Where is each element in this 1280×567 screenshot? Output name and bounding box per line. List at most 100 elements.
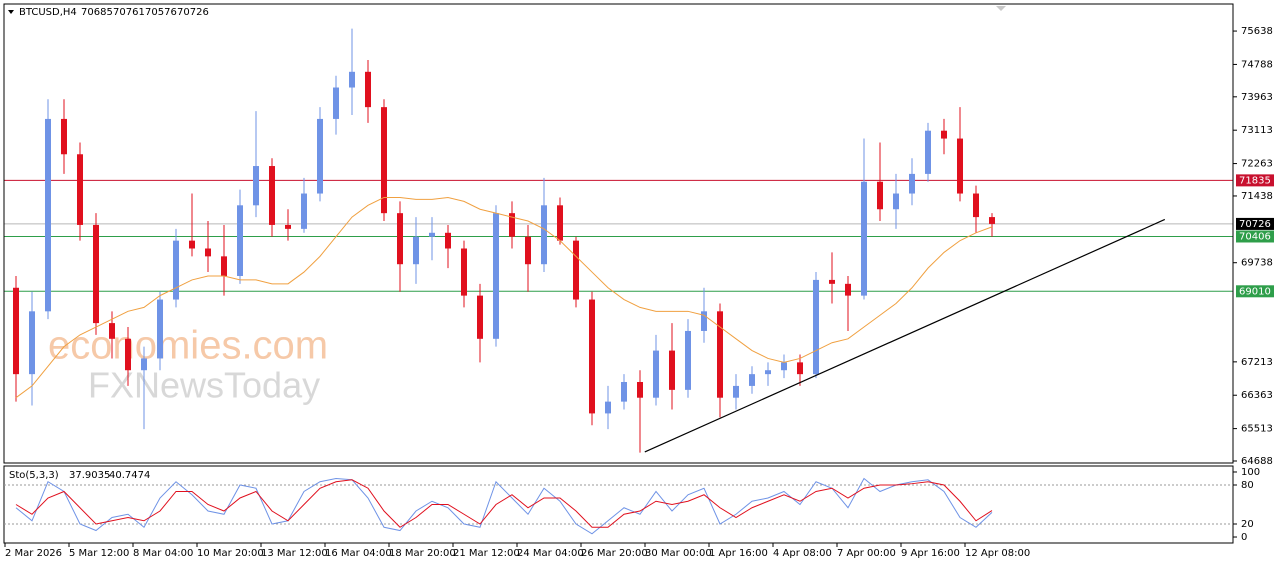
x-tick-label: 21 Mar 12:00 (453, 548, 520, 559)
y-tick-label: 74788 (1241, 59, 1273, 70)
candle-body (685, 330, 691, 390)
candle-body (13, 287, 19, 375)
candle-body (653, 350, 659, 398)
candle-body (541, 205, 547, 265)
indicator-value: 40.7474 (109, 470, 150, 481)
y-tick-label: 69738 (1241, 258, 1273, 269)
indicator-value: 37.9035 (69, 470, 110, 481)
candle-body (253, 166, 259, 206)
candle-body (941, 130, 947, 139)
level-line-label: 69010 (1239, 286, 1271, 297)
candle-body (237, 205, 243, 276)
candle-body (557, 205, 563, 241)
candle-body (573, 240, 579, 300)
main-panel-border (3, 3, 1234, 464)
candle-body (445, 232, 451, 249)
y-tick-label: 75638 (1241, 26, 1273, 37)
y-tick-label: 20 (1241, 519, 1254, 530)
candle-body (173, 240, 179, 300)
stoch-panel-border (3, 465, 1234, 544)
candle-body (365, 71, 371, 108)
x-tick-label: 12 Apr 08:00 (965, 548, 1030, 559)
level-line-box (1236, 230, 1274, 243)
watermark: FXNewsToday (88, 365, 320, 406)
candle-body (397, 213, 403, 265)
x-tick-label: 1 Apr 16:00 (709, 548, 768, 559)
candle-body (381, 107, 387, 214)
x-tick-label: 5 Mar 12:00 (69, 548, 129, 559)
header-value: 70761 (113, 7, 145, 18)
candle-body (109, 323, 115, 339)
candle-body (589, 299, 595, 414)
level-line-box (1236, 285, 1274, 298)
candle-body (717, 311, 723, 398)
x-tick-label: 13 Mar 12:00 (261, 548, 328, 559)
candle-body (909, 173, 915, 194)
scroll-marker (996, 6, 1006, 11)
indicator-name: Sto(5,3,3) (9, 470, 59, 481)
y-tick-label: 64688 (1241, 456, 1273, 467)
x-tick-label: 8 Mar 04:00 (133, 548, 193, 559)
candle-body (77, 154, 83, 225)
candle-body (221, 256, 227, 276)
header-value: 70576 (145, 7, 177, 18)
candle-body (733, 385, 739, 398)
candle-body (973, 193, 979, 218)
candle-body (957, 138, 963, 194)
candle-body (317, 118, 323, 194)
y-tick-label: 0 (1241, 532, 1247, 543)
candle-body (205, 248, 211, 257)
candle-body (701, 311, 707, 331)
candle-body (61, 118, 67, 155)
trendline (644, 218, 1166, 453)
symbol: BTCUSD,H4 (19, 7, 77, 18)
level-line-label: 71835 (1239, 175, 1271, 186)
x-tick-label: 9 Apr 16:00 (901, 548, 960, 559)
candle-body (621, 381, 627, 402)
stoch-k (15, 477, 993, 535)
candle-body (797, 362, 803, 375)
candle-body (989, 217, 995, 224)
moving-average (15, 196, 993, 399)
candle-body (925, 130, 931, 174)
candle-body (269, 166, 275, 225)
y-tick-label: 71438 (1241, 191, 1273, 202)
x-tick-label: 26 Mar 20:00 (581, 548, 648, 559)
candle-body (509, 213, 515, 237)
header-value: 70685 (81, 7, 113, 18)
candle-body (141, 358, 147, 371)
x-tick-label: 7 Apr 00:00 (837, 548, 896, 559)
stoch-d (15, 479, 993, 528)
candle-body (29, 311, 35, 375)
candle-body (861, 181, 867, 296)
candle-body (637, 381, 643, 398)
header-value: 70726 (177, 7, 209, 18)
candle-body (893, 193, 899, 210)
candle-body (429, 232, 435, 237)
level-line-label: 70406 (1239, 231, 1271, 242)
candle-body (189, 240, 195, 249)
y-tick-label: 73113 (1241, 125, 1273, 136)
x-tick-label: 18 Mar 20:00 (389, 548, 456, 559)
x-tick-label: 16 Mar 04:00 (325, 548, 392, 559)
header: BTCUSD,H4 70685 70761 70576 70726 (19, 7, 209, 18)
x-tick-label: 4 Apr 08:00 (773, 548, 832, 559)
candle-body (413, 236, 419, 265)
candle-body (845, 283, 851, 296)
candle-body (301, 193, 307, 229)
candle-body (477, 295, 483, 339)
y-tick-label: 67213 (1241, 357, 1273, 368)
y-tick-label: 72263 (1241, 159, 1273, 170)
menu-arrow[interactable] (8, 10, 14, 14)
candle-body (781, 362, 787, 371)
candle-body (605, 401, 611, 414)
candle-body (829, 279, 835, 284)
candle-body (749, 374, 755, 386)
candle-body (765, 370, 771, 375)
watermark: economies.com (48, 324, 328, 368)
y-tick-label: 80 (1241, 480, 1254, 491)
plot-area (4, 28, 1233, 453)
candle-body (93, 224, 99, 324)
